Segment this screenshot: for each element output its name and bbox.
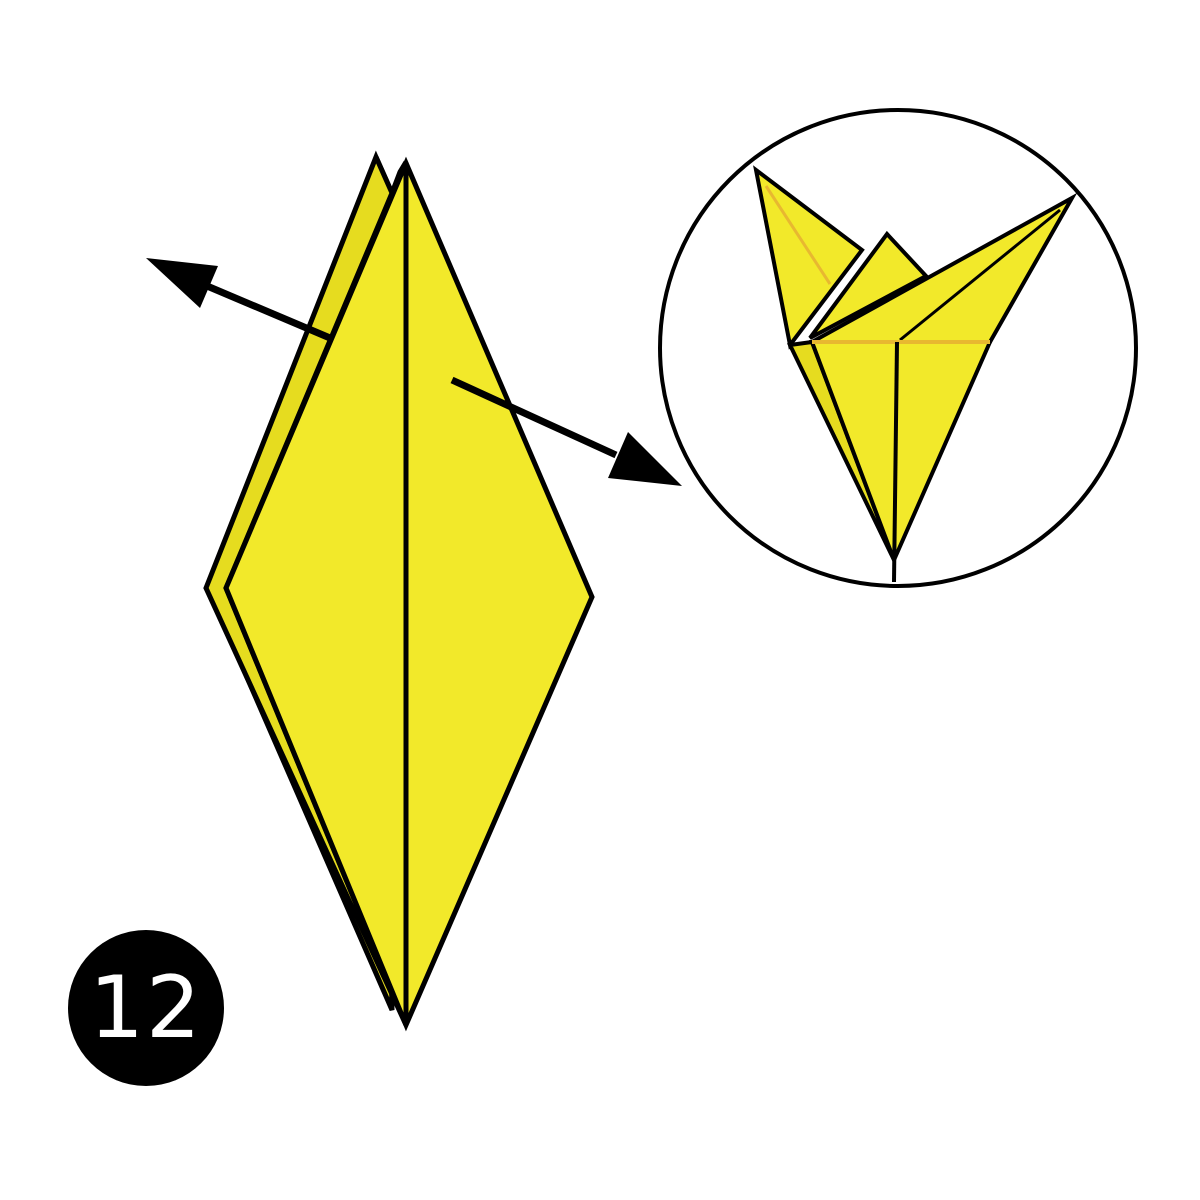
step-number: 12 (89, 958, 203, 1058)
arrow-pull-right-icon (450, 376, 682, 486)
arrow-pull-left-icon (146, 258, 332, 342)
preview-folded-shape (753, 165, 1078, 583)
kite-front-layer (223, 156, 595, 1032)
step-number-badge: 12 (68, 930, 224, 1086)
